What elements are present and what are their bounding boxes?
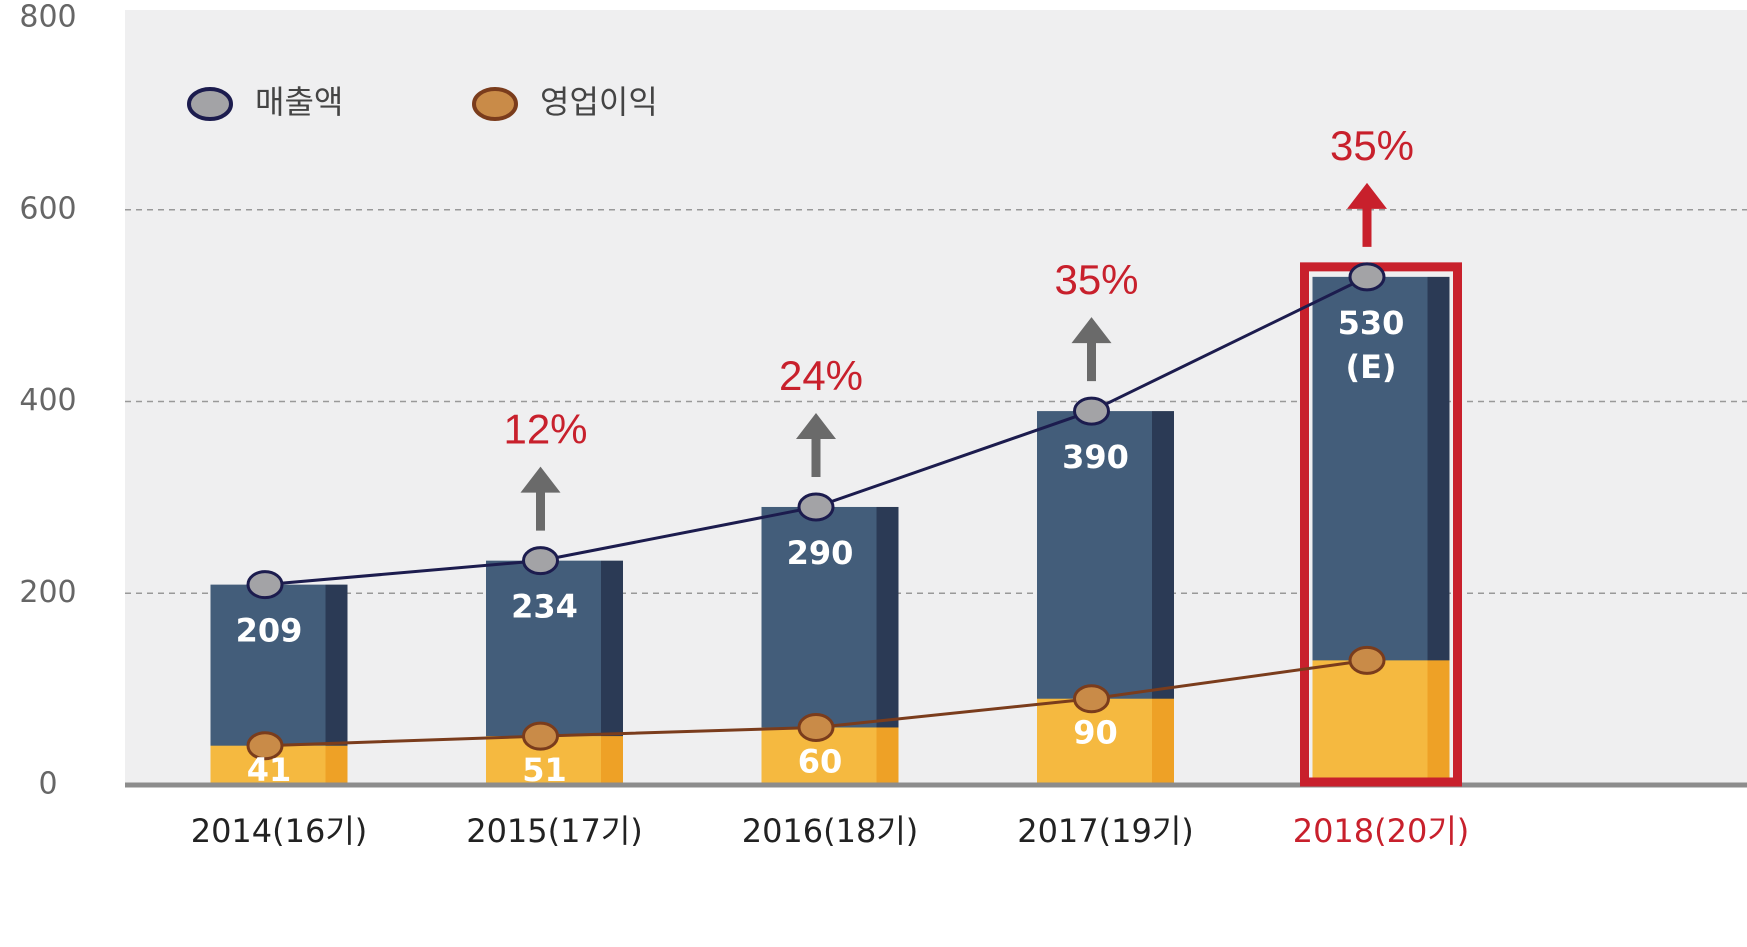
data-label: 209	[236, 612, 303, 650]
legend-marker	[472, 87, 518, 121]
marker	[522, 721, 559, 751]
data-label: (E)	[1345, 348, 1396, 386]
bar-side	[1152, 411, 1174, 785]
marker	[797, 712, 835, 742]
marker	[246, 731, 284, 761]
plot-background	[125, 10, 1747, 785]
y-tick-label: 0	[38, 767, 57, 802]
bar	[1037, 698, 1152, 785]
marker	[246, 570, 284, 600]
bar-side	[1427, 276, 1450, 785]
bar-side	[601, 736, 623, 785]
y-tick-label: 800	[19, 0, 76, 35]
x-tick-label: 2018(20기)	[1293, 812, 1470, 850]
data-label: 390	[1062, 438, 1129, 476]
bar-side	[876, 506, 899, 785]
x-tick-label: 2015(17기)	[466, 812, 643, 850]
data-label: 41	[247, 751, 292, 789]
growth-label: 24%	[779, 352, 863, 399]
marker	[1348, 645, 1386, 675]
data-label: 51	[522, 751, 567, 789]
bar	[1312, 660, 1428, 785]
marker	[1073, 396, 1110, 426]
x-tick-label: 2016(18기)	[742, 812, 919, 850]
growth-arrow-head	[1347, 182, 1387, 209]
bar-side	[325, 584, 348, 785]
bar-side	[1152, 698, 1174, 785]
growth-arrow-head	[796, 412, 836, 439]
marker	[1348, 262, 1386, 292]
bar-side	[1427, 660, 1450, 785]
y-tick-label: 200	[19, 575, 76, 610]
bar-side	[876, 727, 899, 785]
legend-label: 영업이익	[540, 83, 658, 121]
growth-label: 12%	[503, 406, 587, 453]
y-tick-label: 400	[19, 383, 76, 418]
y-tick-label: 600	[19, 191, 76, 226]
x-tick-label: 2014(16기)	[191, 812, 368, 850]
data-label: 60	[798, 742, 843, 780]
growth-label: 35%	[1054, 256, 1138, 303]
bar-side	[325, 745, 348, 785]
growth-arrow-head	[1071, 317, 1112, 344]
marker	[1073, 684, 1110, 714]
marker	[797, 492, 835, 522]
bar-side	[601, 560, 623, 785]
legend-label: 매출액	[255, 83, 343, 121]
data-label: 530	[1338, 304, 1405, 342]
data-label: 90	[1073, 714, 1118, 752]
marker	[522, 546, 559, 576]
data-label: 290	[787, 534, 854, 572]
x-tick-label: 2017(19기)	[1017, 812, 1194, 850]
legend-marker	[187, 87, 233, 121]
growth-label: 35%	[1330, 122, 1414, 169]
highlight-frame	[1300, 262, 1462, 787]
growth-arrow-head	[520, 466, 561, 493]
data-label: 234	[511, 588, 578, 626]
